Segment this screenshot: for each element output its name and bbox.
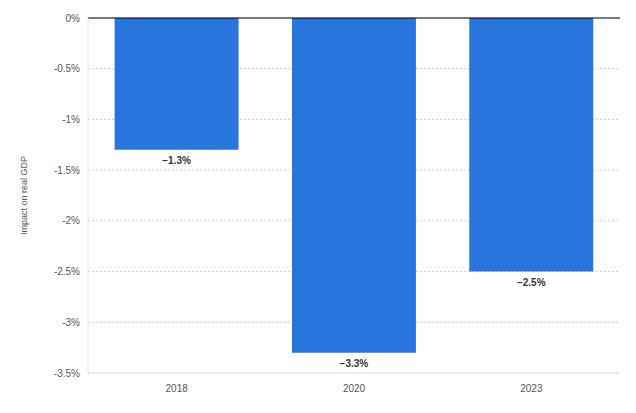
svg-text:2020: 2020 [343, 383, 366, 394]
svg-text:-0.5%: -0.5% [54, 63, 80, 74]
svg-text:-3%: -3% [62, 317, 80, 328]
svg-text:2018: 2018 [166, 383, 189, 394]
svg-text:−2.5%: −2.5% [517, 277, 546, 288]
svg-text:-2.5%: -2.5% [54, 266, 80, 277]
svg-text:−1.3%: −1.3% [162, 155, 191, 166]
svg-text:2023: 2023 [520, 383, 543, 394]
svg-text:-1%: -1% [62, 114, 80, 125]
svg-text:-1.5%: -1.5% [54, 165, 80, 176]
svg-text:-2%: -2% [62, 215, 80, 226]
svg-text:0%: 0% [66, 13, 81, 24]
svg-text:Impact on real GDP: Impact on real GDP [19, 156, 29, 235]
svg-text:−3.3%: −3.3% [340, 358, 369, 369]
svg-text:-3.5%: -3.5% [54, 368, 80, 379]
